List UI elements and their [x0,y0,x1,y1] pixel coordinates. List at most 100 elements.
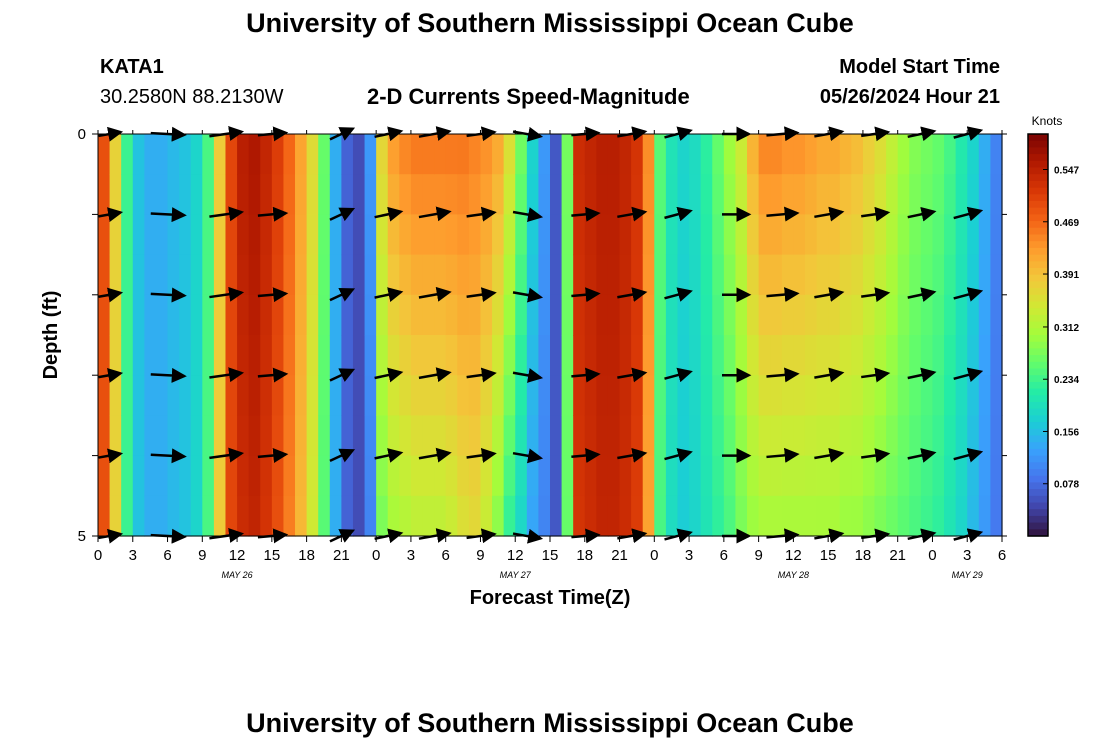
heatmap-cell [781,254,794,296]
heatmap-cell [851,174,864,215]
heatmap-cell [260,254,273,296]
heatmap-cell [781,335,794,376]
heatmap-cell [804,134,818,175]
heatmap-cell [538,495,551,537]
heatmap-cell [271,214,285,256]
heatmap-cell [804,455,818,497]
heatmap-cell [225,174,238,215]
current-vector [150,448,187,464]
heatmap-cell [689,214,702,256]
heatmap-cell [248,134,261,175]
heatmap-cell [492,214,505,256]
current-vector [257,287,289,303]
heatmap-cell [144,214,157,256]
heatmap-cell [202,214,215,256]
heatmap-cell [202,415,215,457]
heatmap-cell [967,455,980,497]
colorbar-segment [1028,335,1048,343]
heatmap-cell [689,415,702,457]
heatmap-cell [248,174,261,215]
heatmap-cell [468,174,482,215]
colorbar-segment [1028,515,1048,524]
heatmap-cell [538,335,551,376]
heatmap-cell [573,174,586,215]
heatmap-cell [712,375,725,416]
heatmap-cell [793,214,806,256]
current-vector [664,367,693,383]
heatmap-cell [596,375,609,416]
heatmap-cell [642,254,655,296]
heatmap-cell [98,375,111,416]
heatmap-cell [457,415,470,457]
heatmap-cell [410,335,424,376]
current-vector [374,287,404,302]
heatmap-cell [399,214,412,256]
heatmap-cell [306,455,319,497]
heatmap-cell [167,134,180,175]
heatmap-cell [897,455,910,497]
heatmap-cell [967,134,980,175]
colorbar-segment [1028,160,1048,169]
colorbar-segment [1028,227,1048,236]
heatmap-cell [909,455,922,497]
heatmap-cell [283,375,296,416]
heatmap-cell [828,174,841,215]
current-vector [418,447,452,463]
heatmap-cell [179,174,192,215]
chart-subtitle: 2-D Currents Speed-Magnitude [367,84,690,109]
heatmap-cell [155,254,169,296]
heatmap-cell [955,294,968,336]
heatmap-cell [874,174,887,215]
heatmap-cell [352,294,366,336]
heatmap-cell [793,495,806,537]
colorbar-segment [1028,469,1048,477]
heatmap-cell [329,294,342,336]
heatmap-cell [422,495,435,537]
heatmap-cell [920,415,934,457]
heatmap-cell [98,294,111,336]
heatmap-cell [758,134,771,175]
colorbar-segment [1028,214,1048,222]
heatmap-cell [503,415,516,457]
heatmap-cell [770,415,783,457]
colorbar: Knots 0.547 0.469 0.391 0.312 0.234 0.156 0.07… [1027,114,1079,537]
heatmap-cell [526,254,540,296]
heatmap-cell [434,335,447,376]
heatmap-cell [538,294,551,336]
heatmap-cell [213,335,227,376]
heatmap-cell [341,254,354,296]
heatmap-cell [781,214,794,256]
heatmap-cell [804,294,818,336]
heatmap-cell [573,214,586,256]
heatmap-cell [839,415,852,457]
heatmap-cell [573,375,586,416]
heatmap-cell [561,294,574,336]
heatmap-cell [689,294,702,336]
heatmap-cell [306,254,319,296]
heatmap-cell [306,174,319,215]
heatmap-cell [492,415,505,457]
heatmap-cell [874,214,887,256]
heatmap-cell [538,214,551,256]
heatmap-cell [422,134,435,175]
x-tick-label: 0 [94,547,102,564]
current-vector [512,207,544,223]
heatmap-cell [329,495,342,537]
current-vector [861,206,891,222]
x-tick-label: 9 [754,547,762,564]
heatmap-cell [978,375,992,416]
heatmap-cell [828,375,841,416]
heatmap-cell [886,455,899,497]
heatmap-cell [121,174,134,215]
colorbar-tick-label: 0.469 [1054,218,1079,229]
current-vector [571,206,601,222]
heatmap-cell [248,294,261,336]
heatmap-cell [248,214,261,256]
heatmap-cell [202,254,215,296]
heatmap-cell [237,415,250,457]
heatmap-cell [260,214,273,256]
heatmap-cell [492,254,505,296]
heatmap-cell [619,455,632,497]
heatmap-cell [526,335,540,376]
heatmap-cell [607,495,621,537]
